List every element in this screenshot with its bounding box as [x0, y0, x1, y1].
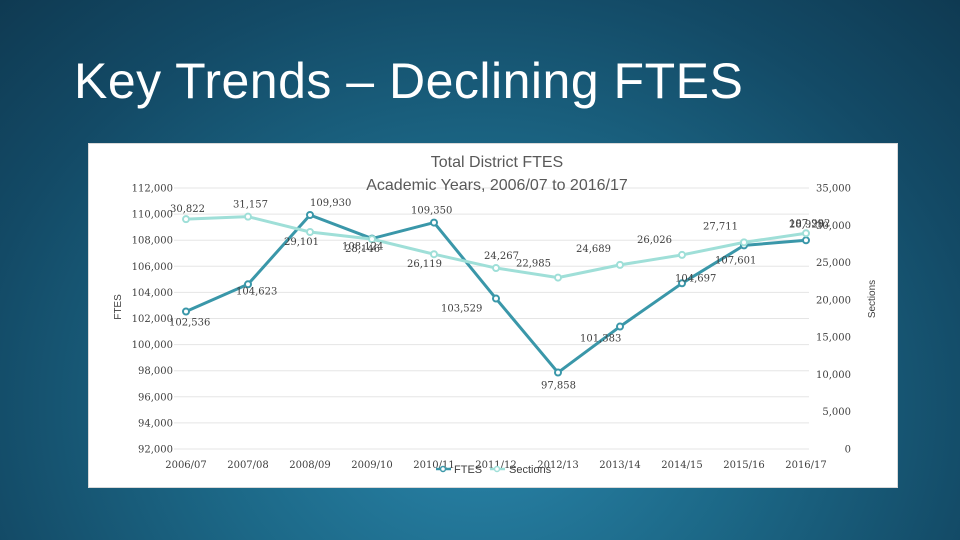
- right-axis-label: Sections: [867, 280, 878, 318]
- x-tick-label: 2016/17: [785, 460, 827, 471]
- data-point-sections: [306, 227, 314, 236]
- data-point-sections: [740, 238, 748, 247]
- left-axis-label: FTES: [113, 294, 124, 320]
- data-label-ftes: 104,623: [236, 286, 277, 297]
- data-point-ftes: [492, 294, 500, 303]
- chart-subtitle: Academic Years, 2006/07 to 2016/17: [366, 177, 628, 194]
- x-tick-label: 2009/10: [351, 460, 393, 471]
- chart-panel: Total District FTES Academic Years, 2006…: [88, 143, 898, 488]
- data-point-sections: [244, 212, 252, 221]
- data-label-sections: 28,146: [345, 244, 380, 255]
- x-tick-label: 2012/13: [537, 460, 579, 471]
- data-point-ftes: [678, 279, 686, 288]
- data-label-ftes: 109,930: [310, 198, 351, 209]
- x-tick-label: 2013/14: [599, 460, 641, 471]
- data-point-ftes: [244, 280, 252, 289]
- x-tick-label: 2014/15: [661, 460, 703, 471]
- left-tick-label: 100,000: [132, 340, 173, 351]
- data-label-sections: 27,711: [703, 221, 738, 232]
- left-tick-label: 104,000: [132, 288, 173, 299]
- series-line-ftes: [185, 213, 807, 375]
- chart-title: Total District FTES: [431, 154, 563, 171]
- data-label-sections: 30,822: [170, 204, 205, 215]
- x-tick-label: 2010/11: [413, 460, 455, 471]
- right-axis-ticks: 35,000 30,000 25,000 20,000 15,000 10,000 5,00…: [816, 184, 851, 456]
- left-tick-label: 92,000: [138, 445, 173, 456]
- right-tick-label: 15,000: [816, 333, 851, 344]
- data-point-sections: [616, 260, 624, 269]
- data-point-sections: [802, 229, 810, 238]
- legend-ftes-label: FTES: [454, 464, 482, 476]
- right-tick-label: 5,000: [822, 407, 851, 418]
- data-label-sections: 28,929: [789, 219, 824, 230]
- data-point-sections: [182, 215, 190, 224]
- data-label-sections: 24,267: [484, 251, 519, 262]
- data-point-sections: [492, 264, 500, 273]
- data-label-ftes: 107,601: [715, 255, 756, 266]
- left-tick-label: 106,000: [132, 262, 173, 273]
- data-point-sections: [678, 250, 686, 259]
- x-tick-label: 2011/12: [475, 460, 517, 471]
- legend-sections-marker: [493, 465, 501, 473]
- right-tick-label: 10,000: [816, 370, 851, 381]
- data-label-ftes: 101,383: [580, 334, 621, 345]
- right-tick-label: 25,000: [816, 258, 851, 269]
- x-tick-label: 2008/09: [289, 460, 331, 471]
- data-label-sections: 31,157: [233, 200, 268, 211]
- data-label-ftes: 107,992: [789, 218, 830, 229]
- x-tick-label: 2015/16: [723, 460, 765, 471]
- ftes-chart: Total District FTES Academic Years, 2006…: [113, 154, 878, 476]
- data-label-ftes: 104,697: [675, 273, 716, 284]
- left-tick-label: 108,000: [132, 236, 173, 247]
- data-label-ftes: 109,350: [411, 206, 452, 217]
- right-tick-label: 20,000: [816, 295, 851, 306]
- left-tick-label: 102,000: [132, 314, 173, 325]
- left-axis-ticks: 112,000 110,000 108,000 106,000 104,000 102,0…: [132, 184, 173, 456]
- data-point-ftes: [430, 218, 438, 227]
- data-label-sections: 29,101: [284, 237, 319, 248]
- data-label-sections: 26,119: [407, 259, 442, 270]
- right-tick-label: 35,000: [816, 184, 851, 195]
- data-label-ftes: 97,858: [541, 381, 576, 392]
- right-tick-label: 0: [845, 445, 851, 456]
- data-label-sections: 26,026: [637, 235, 672, 246]
- right-tick-label: 30,000: [816, 221, 851, 232]
- data-point-ftes: [802, 236, 810, 245]
- legend-ftes-marker: [439, 465, 447, 473]
- data-point-ftes: [182, 307, 190, 316]
- data-label-ftes: 103,529: [441, 304, 482, 315]
- series-layer: [182, 211, 810, 377]
- left-tick-label: 110,000: [132, 210, 173, 221]
- x-tick-label: 2006/07: [165, 460, 207, 471]
- data-label-ftes: 108,124: [342, 242, 383, 253]
- slide-title: Key Trends – Declining FTES: [74, 53, 744, 109]
- data-point-ftes: [616, 322, 624, 331]
- x-tick-label: 2007/08: [227, 460, 269, 471]
- left-tick-label: 98,000: [138, 366, 173, 377]
- data-label-sections: 22,985: [516, 259, 551, 270]
- left-tick-label: 96,000: [138, 392, 173, 403]
- data-label-sections: 24,689: [576, 244, 611, 255]
- data-labels: 102,536 104,623 109,930 108,124 109,350 103,5…: [169, 198, 830, 392]
- data-label-ftes: 102,536: [169, 318, 210, 329]
- data-point-sections: [554, 273, 562, 282]
- data-point-sections: [430, 250, 438, 259]
- x-axis-ticks: 2006/07 2007/08 2008/09 2009/10 2010/11 2011/…: [165, 460, 827, 471]
- data-point-ftes: [306, 211, 314, 220]
- left-tick-label: 94,000: [138, 418, 173, 429]
- data-point-ftes: [554, 368, 562, 377]
- legend: FTES Sections: [436, 464, 552, 476]
- legend-sections-label: Sections: [509, 464, 552, 476]
- data-point-sections: [368, 235, 376, 244]
- left-tick-label: 112,000: [132, 184, 173, 195]
